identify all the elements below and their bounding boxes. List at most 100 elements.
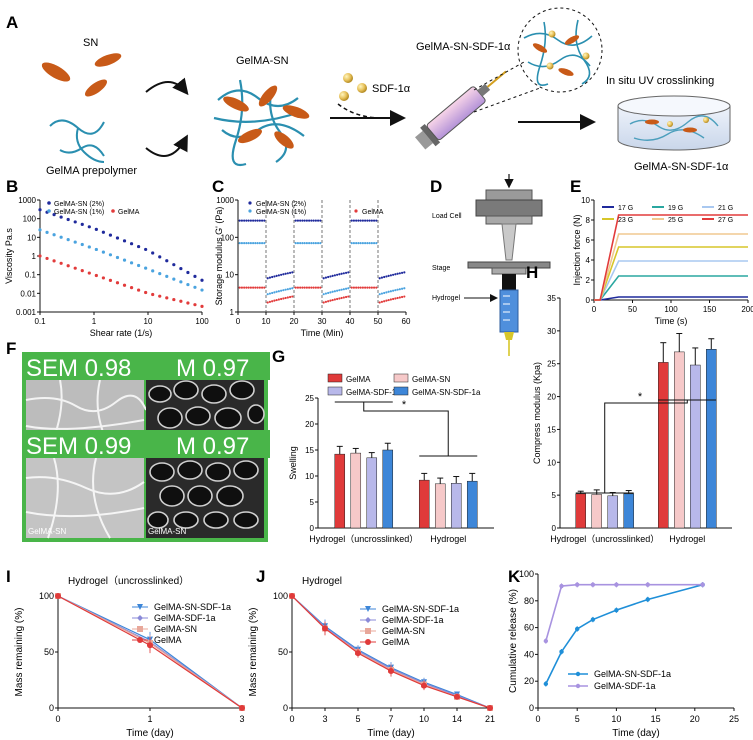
x-tick-label: 20 (690, 714, 700, 724)
data-point (254, 242, 257, 245)
data-point (342, 272, 345, 275)
y-tick-label: 0 (552, 524, 557, 533)
data-point (243, 286, 246, 289)
panel-k: K 0 20 40 60 80 100 0 5 10 15 20 25 Time (day) Cumula… (508, 567, 739, 739)
data-point (108, 278, 113, 282)
x-tick-label: 150 (703, 305, 717, 314)
data-point (299, 219, 302, 222)
panel-b-letter: B (6, 177, 18, 196)
data-point (243, 242, 246, 245)
legend-marker (137, 626, 143, 632)
sem-banner-1: SEM 0.98 (26, 355, 131, 382)
data-point (52, 233, 56, 237)
legend-label: GelMA-SN (1%) (54, 209, 104, 216)
data-point (364, 219, 367, 222)
x-tick-label: 0.1 (34, 317, 46, 326)
data-point (368, 242, 371, 245)
data-point (144, 266, 148, 270)
data-point (291, 287, 294, 290)
legend-label: GelMA-SN-SDF-1a (412, 388, 481, 397)
data-point (421, 682, 427, 689)
y-tick-label: 1000 (18, 196, 36, 205)
data-point (559, 649, 564, 654)
data-point (275, 290, 278, 293)
data-point (614, 607, 619, 613)
data-point (291, 271, 294, 274)
data-point (314, 242, 317, 245)
data-point (364, 286, 367, 289)
data-point (327, 275, 330, 279)
data-point (312, 219, 315, 222)
legend-label: GelMA-SN (2%) (256, 201, 306, 208)
bar (466, 480, 478, 529)
data-point (361, 219, 364, 222)
data-point (361, 242, 364, 245)
data-point (366, 242, 369, 245)
chart-title: Hydrogel (302, 576, 342, 587)
x-tick-label: 0 (236, 317, 241, 326)
x-axis-label: Time (s) (655, 316, 688, 326)
category-label: Hydrogel (430, 534, 466, 544)
data-point (277, 290, 280, 293)
data-point (179, 266, 183, 271)
data-point (266, 301, 269, 304)
data-point (80, 269, 84, 273)
data-point (301, 286, 304, 289)
legend-label: 27 G (718, 217, 733, 224)
data-point (378, 277, 381, 280)
prepolymer-label: GelMA prepolymer (46, 165, 137, 177)
data-point (342, 296, 345, 299)
data-point (308, 286, 311, 289)
y-tick-label: 20 (547, 393, 556, 402)
data-point (387, 274, 390, 277)
data-point (273, 291, 276, 294)
data-point (310, 219, 313, 222)
x-tick-label: 15 (651, 714, 661, 724)
data-point (73, 266, 77, 270)
data-point (273, 275, 276, 278)
data-point (347, 287, 350, 290)
data-point (398, 296, 401, 299)
data-point (361, 286, 364, 289)
data-point (38, 208, 42, 212)
legend-marker (111, 209, 115, 213)
data-point (303, 286, 306, 289)
data-point (137, 288, 141, 292)
data-point (286, 272, 289, 275)
legend-label: 21 G (718, 205, 733, 212)
data-point (260, 242, 264, 245)
data-point (252, 286, 255, 289)
data-point (378, 301, 381, 304)
data-point (266, 293, 269, 296)
data-point (263, 219, 266, 222)
legend-label: GelMA-SDF-1a (594, 681, 656, 691)
sem-image-bl (25, 457, 145, 539)
data-point (327, 291, 330, 295)
data-point (338, 289, 341, 292)
data-point (368, 219, 371, 222)
data-point (301, 242, 304, 245)
data-point (375, 219, 378, 222)
legend-marker (47, 201, 51, 205)
y-axis-label: Mass remaining (%) (14, 608, 25, 697)
data-point (308, 219, 311, 222)
data-point (366, 219, 369, 222)
x-tick-label: 20 (290, 317, 299, 326)
data-point (144, 247, 148, 252)
y-tick-label: 0 (49, 703, 54, 713)
sn-nanoparticles (41, 53, 122, 97)
data-point (101, 276, 105, 280)
data-point (87, 245, 91, 249)
data-point (352, 219, 356, 222)
legend-label: GelMA-SDF-1a (346, 388, 401, 397)
data-point (319, 219, 322, 222)
legend-marker (365, 617, 371, 623)
legend-label: GelMA-SN (1%) (256, 209, 306, 216)
data-point (324, 292, 328, 295)
data-point (186, 301, 190, 305)
y-tick-label: 0 (529, 703, 534, 713)
significance-star: * (638, 391, 643, 403)
data-point (288, 295, 292, 299)
sem-image-br (146, 458, 264, 538)
sem-banner-4: M 0.97 (176, 433, 249, 460)
